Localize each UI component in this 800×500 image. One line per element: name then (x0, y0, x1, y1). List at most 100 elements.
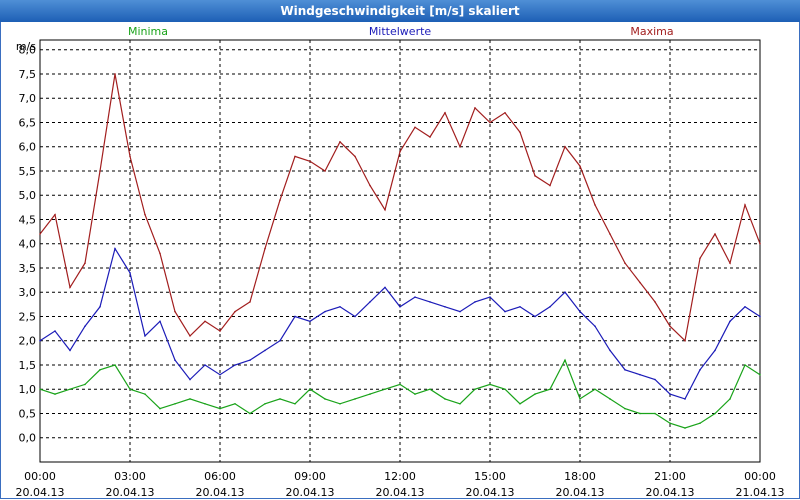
data-point-minima (249, 412, 251, 415)
data-point-minima (564, 359, 566, 361)
data-point-maxima (84, 262, 86, 264)
data-point-minima (684, 427, 686, 429)
data-point-minima (384, 388, 386, 391)
x-tick-date-label: 20.04.13 (466, 486, 515, 499)
x-tick-date-label: 20.04.13 (376, 486, 425, 499)
data-point-maxima (684, 339, 686, 342)
data-point-mittelwerte (759, 315, 761, 318)
data-point-maxima (54, 213, 56, 216)
data-point-maxima (294, 155, 296, 158)
data-point-mittelwerte (339, 305, 341, 308)
data-point-mittelwerte (429, 301, 431, 303)
data-point-maxima (309, 160, 311, 163)
data-point-mittelwerte (189, 378, 191, 381)
x-tick-time-label: 06:00 (204, 470, 236, 483)
data-point-mittelwerte (654, 378, 656, 381)
data-point-maxima (594, 204, 596, 206)
data-point-minima (189, 398, 191, 400)
data-point-maxima (519, 131, 521, 133)
data-point-maxima (489, 121, 491, 124)
x-tick-date-label: 20.04.13 (646, 486, 695, 499)
data-point-mittelwerte (489, 296, 491, 298)
data-point-mittelwerte (579, 310, 581, 313)
data-point-mittelwerte (249, 359, 251, 361)
data-point-maxima (759, 242, 761, 245)
data-point-minima (204, 402, 206, 405)
data-point-minima (549, 388, 551, 391)
data-point-minima (99, 369, 101, 371)
data-point-minima (84, 383, 86, 386)
data-point-mittelwerte (129, 272, 131, 274)
data-point-maxima (219, 330, 221, 332)
x-tick-time-label: 21:00 (654, 470, 686, 483)
legend-mittelwerte: Mittelwerte (369, 25, 432, 38)
data-point-minima (744, 364, 746, 366)
data-point-minima (444, 398, 446, 400)
data-point-maxima (249, 301, 251, 303)
data-point-minima (414, 393, 416, 395)
data-point-maxima (69, 286, 71, 289)
data-point-maxima (609, 233, 611, 235)
data-point-minima (729, 398, 731, 400)
data-point-minima (219, 407, 221, 410)
data-point-maxima (459, 145, 461, 148)
data-point-minima (159, 407, 161, 410)
data-point-mittelwerte (534, 315, 536, 318)
data-point-minima (69, 388, 71, 391)
legend-minima: Minima (128, 25, 168, 38)
data-point-mittelwerte (474, 301, 476, 303)
x-tick-time-label: 00:00 (24, 470, 56, 483)
data-point-minima (429, 388, 431, 391)
data-point-mittelwerte (609, 349, 611, 352)
x-tick-date-label: 21.04.13 (736, 486, 785, 499)
data-point-mittelwerte (684, 398, 686, 400)
data-point-minima (714, 412, 716, 415)
data-point-minima (519, 402, 521, 405)
data-point-minima (174, 402, 176, 405)
x-tick-time-label: 00:00 (744, 470, 776, 483)
data-point-maxima (324, 170, 326, 172)
x-tick-time-label: 15:00 (474, 470, 506, 483)
y-tick-label: 4,5 (19, 213, 37, 226)
data-point-maxima (549, 184, 551, 187)
data-point-mittelwerte (519, 305, 521, 308)
x-tick-date-label: 20.04.13 (16, 486, 65, 499)
data-point-maxima (729, 262, 731, 264)
y-tick-label: 1,0 (19, 383, 37, 396)
data-point-maxima (654, 301, 656, 303)
data-point-maxima (399, 150, 401, 153)
data-point-minima (309, 388, 311, 391)
data-point-mittelwerte (744, 305, 746, 308)
data-point-minima (39, 388, 41, 391)
data-point-minima (294, 402, 296, 405)
data-point-minima (759, 373, 761, 376)
x-tick-date-label: 20.04.13 (196, 486, 245, 499)
data-point-minima (144, 393, 146, 395)
data-point-maxima (534, 175, 536, 177)
data-point-maxima (699, 257, 701, 260)
data-point-minima (639, 412, 641, 415)
data-point-mittelwerte (639, 373, 641, 376)
y-tick-label: 5,5 (19, 165, 37, 178)
y-tick-label: 7,5 (19, 68, 37, 81)
data-point-mittelwerte (114, 247, 116, 250)
data-point-maxima (99, 170, 101, 172)
data-point-maxima (444, 111, 446, 114)
y-tick-label: 3,5 (19, 262, 37, 275)
data-point-maxima (744, 204, 746, 206)
data-point-mittelwerte (399, 305, 401, 308)
data-point-mittelwerte (414, 296, 416, 298)
data-point-mittelwerte (369, 301, 371, 303)
data-point-maxima (579, 165, 581, 167)
data-point-maxima (384, 208, 386, 211)
data-point-mittelwerte (549, 305, 551, 308)
data-point-minima (534, 393, 536, 395)
data-point-maxima (504, 111, 506, 114)
data-point-maxima (354, 155, 356, 158)
data-point-minima (579, 398, 581, 400)
data-point-maxima (624, 262, 626, 264)
data-point-mittelwerte (234, 364, 236, 366)
data-point-maxima (189, 335, 191, 337)
y-tick-label: 1,5 (19, 359, 37, 372)
data-point-mittelwerte (99, 305, 101, 308)
